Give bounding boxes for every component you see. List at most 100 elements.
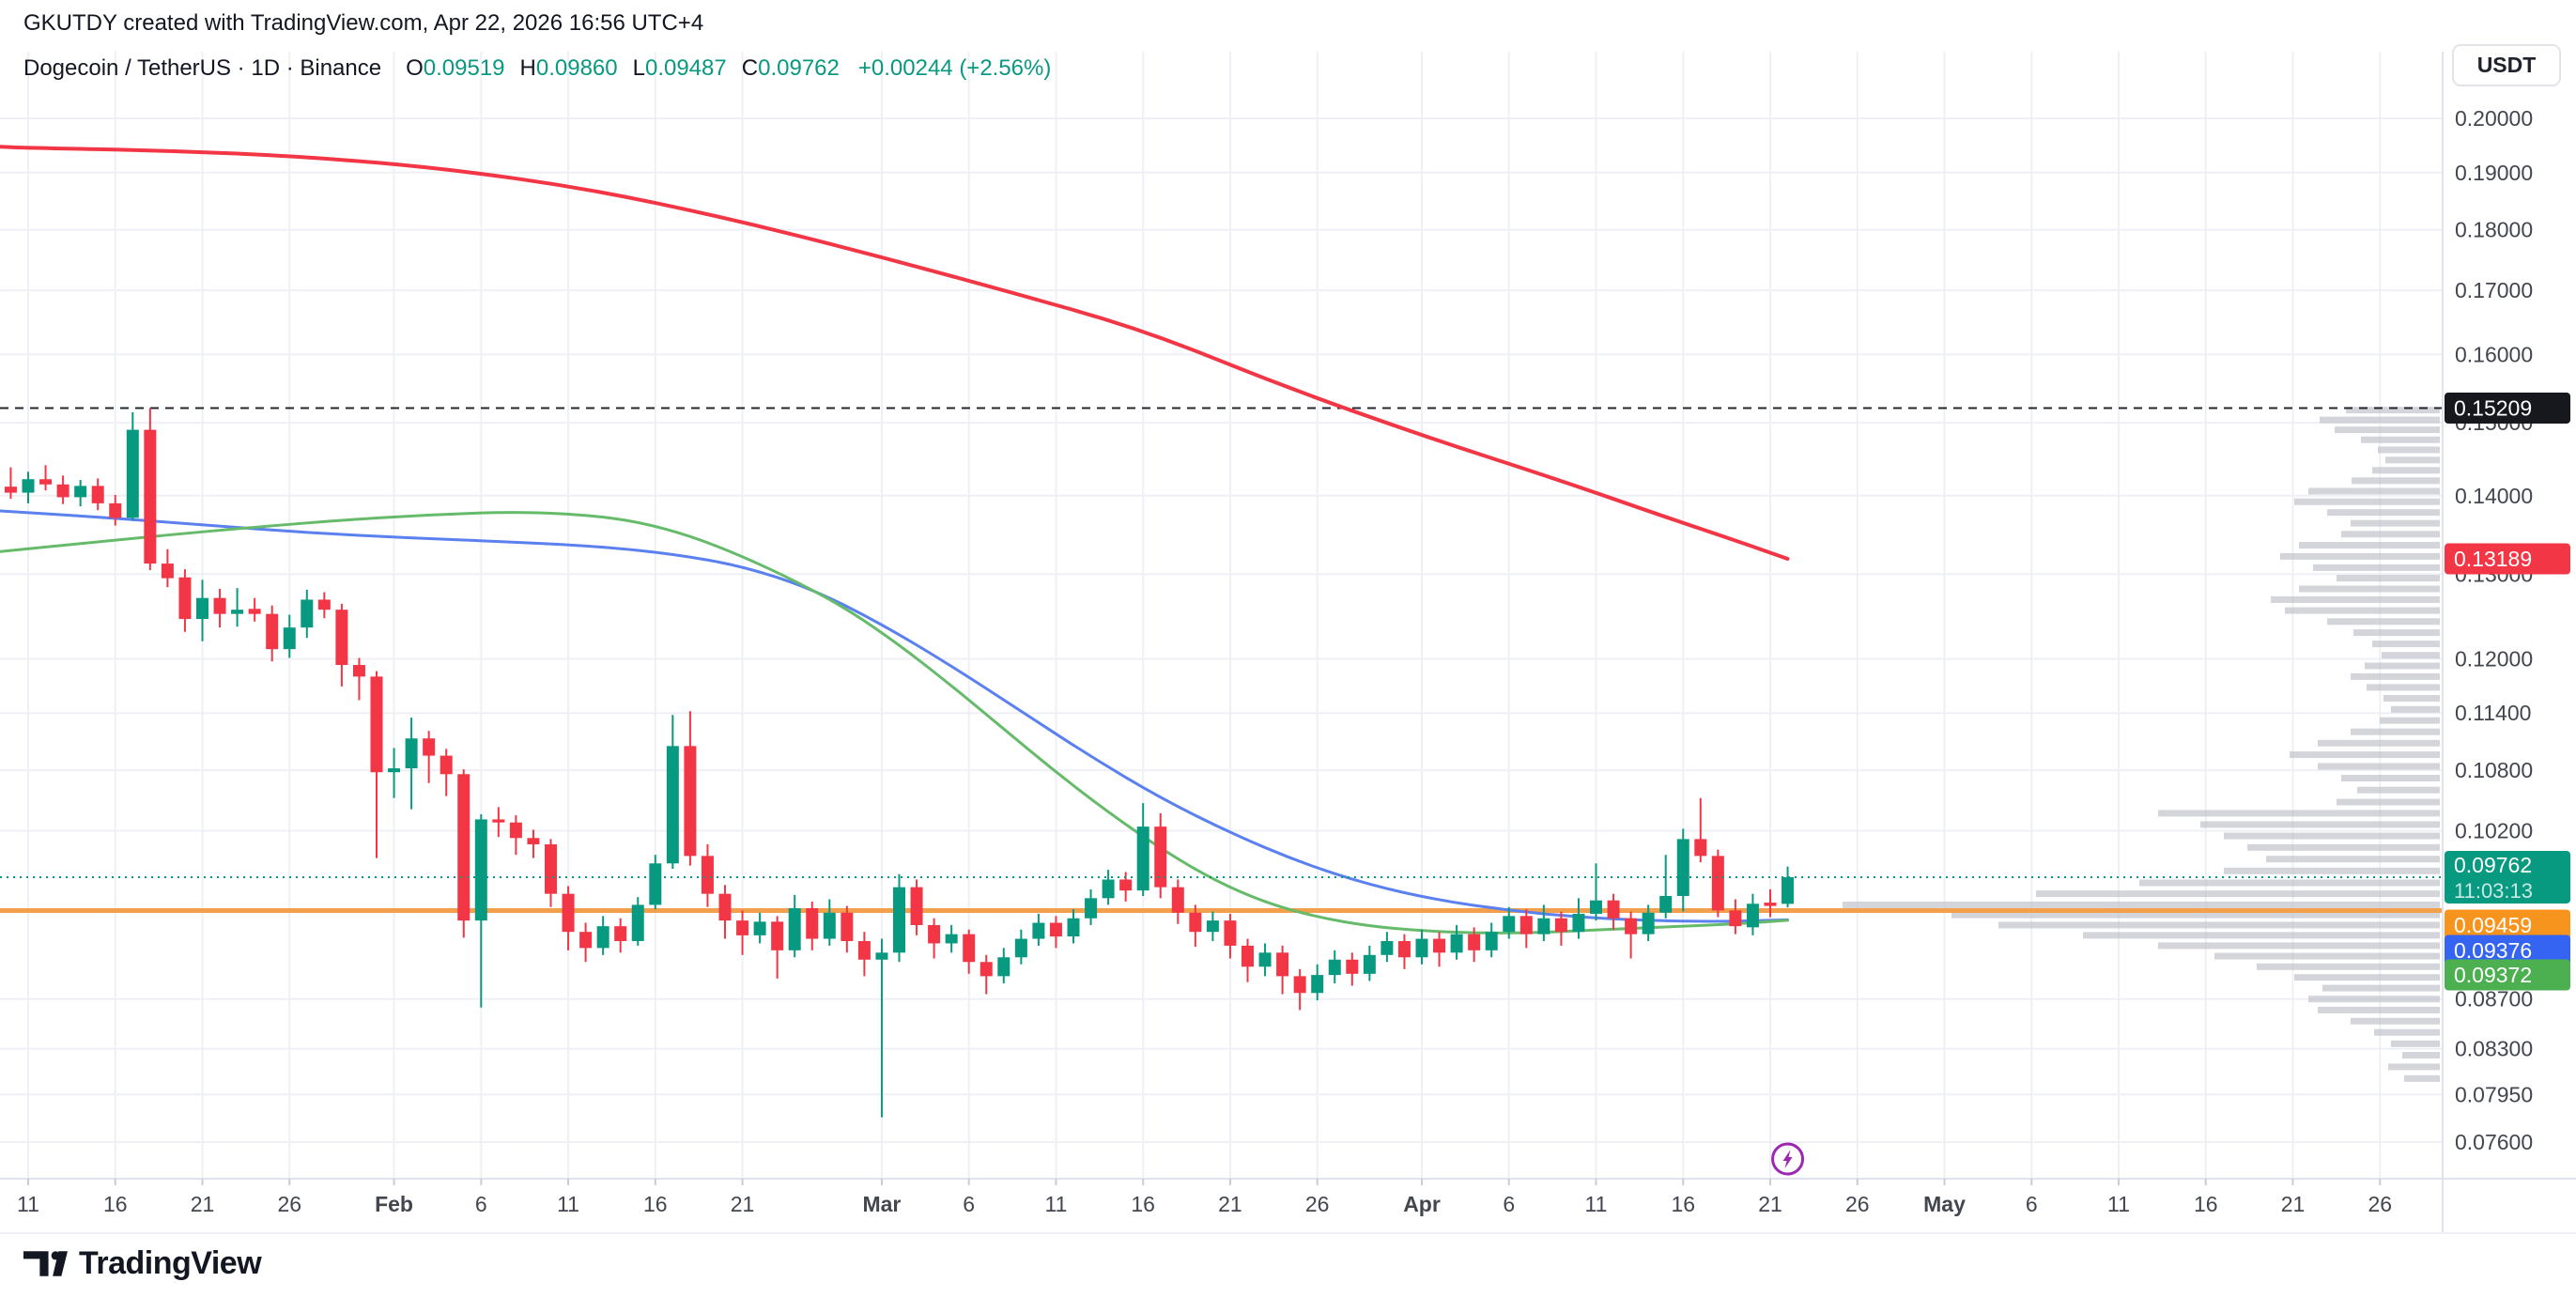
- candle-body: [1206, 920, 1219, 933]
- time-label-day: 21: [1758, 1192, 1782, 1216]
- volume-profile-bar: [2391, 705, 2440, 713]
- price-tick-label: 0.07600: [2455, 1130, 2533, 1154]
- time-label-month: May: [1923, 1192, 1966, 1216]
- time-label-day: 16: [643, 1192, 668, 1216]
- candle-body: [74, 486, 87, 498]
- volume-profile-bar: [2391, 1040, 2440, 1047]
- price-badge-value: 0.09762: [2454, 853, 2532, 877]
- candle-body: [266, 613, 279, 650]
- change-value: +0.00244 (+2.56%): [857, 55, 1052, 81]
- candle-body: [1171, 887, 1184, 913]
- price-badge-value: 0.09459: [2454, 913, 2532, 937]
- time-label-day: 16: [2194, 1192, 2218, 1216]
- volume-profile-bar: [2374, 1028, 2440, 1036]
- time-label-day: 6: [475, 1192, 487, 1216]
- volume-profile-bar: [2294, 498, 2440, 505]
- attribution-text: GKUTDY created with TradingView.com, Apr…: [23, 10, 704, 36]
- candle-body: [388, 768, 401, 773]
- price-tick-label: 0.18000: [2455, 218, 2533, 242]
- volume-profile-bar: [2266, 856, 2440, 863]
- low-label: L: [632, 55, 645, 81]
- candle-body: [1468, 934, 1481, 950]
- price-badge: 0.09372: [2445, 959, 2570, 991]
- volume-profile-bar: [2341, 531, 2440, 538]
- volume-profile-bar: [2083, 932, 2440, 939]
- currency-button[interactable]: USDT: [2452, 44, 2561, 86]
- candle-body: [788, 907, 801, 950]
- volume-profile-bar: [2402, 1052, 2440, 1059]
- price-badge-bg: [2445, 392, 2570, 424]
- volume-profile-bar: [2352, 477, 2440, 485]
- time-axis[interactable]: 11 16 21 26 Feb 6 11 16 21 Mar 6 11 16 21 26 Apr 6 11 16 21…: [17, 1179, 2392, 1216]
- time-label-day: 16: [103, 1192, 128, 1216]
- volume-profile-bar: [2158, 810, 2440, 817]
- candle-body: [1381, 940, 1394, 955]
- volume-profile-bar: [2372, 467, 2440, 474]
- volume-profile-bar: [2382, 652, 2440, 659]
- time-label-day: 6: [1503, 1192, 1515, 1216]
- candle-body: [1067, 918, 1080, 937]
- candle-body: [1311, 975, 1324, 994]
- time-label-day: 16: [1671, 1192, 1695, 1216]
- volume-profile-bar: [2322, 984, 2440, 992]
- volume-profile-bar: [2346, 407, 2440, 414]
- volume-profile-bar: [2341, 775, 2440, 782]
- price-axis[interactable]: 0.200000.190000.180000.170000.160000.150…: [2455, 106, 2533, 1154]
- candle-body: [562, 893, 575, 933]
- ma-slow-red-line: [0, 145, 1790, 562]
- candle-body: [910, 887, 923, 925]
- price-tick-label: 0.14000: [2455, 484, 2533, 508]
- price-badge-bg: [2445, 935, 2570, 966]
- candle-body: [963, 934, 976, 963]
- volume-profile-bar: [2299, 585, 2440, 593]
- volume-profile-bar: [2351, 519, 2440, 527]
- candle-body: [405, 738, 418, 769]
- time-label-day: 26: [1305, 1192, 1330, 1216]
- tradingview-logo[interactable]: TradingView: [23, 1245, 262, 1282]
- candle-body: [1085, 898, 1098, 919]
- candle-body: [22, 479, 35, 493]
- candle-body: [509, 822, 522, 839]
- volume-profile-bar: [2327, 509, 2440, 517]
- time-label-month: Apr: [1403, 1192, 1441, 1216]
- close-label: C: [741, 55, 759, 81]
- candle-body: [1258, 952, 1272, 967]
- volume-profile-bar: [2361, 436, 2440, 443]
- time-label-day: 26: [1845, 1192, 1870, 1216]
- volume-profile-bar: [2285, 607, 2440, 614]
- candle-body: [39, 479, 53, 485]
- price-badge: 0.13189: [2445, 543, 2570, 575]
- candle-body: [1642, 912, 1655, 935]
- candle-body: [1328, 959, 1341, 976]
- candle-body: [1397, 940, 1411, 958]
- price-tick-label: 0.08300: [2455, 1037, 2533, 1061]
- candle-body: [736, 920, 749, 935]
- time-label-day: 21: [1218, 1192, 1242, 1216]
- candle-body: [1607, 900, 1620, 919]
- chart-legend: Dogecoin / TetherUS · 1D · Binance O0.09…: [23, 54, 1051, 83]
- series-title: Dogecoin / TetherUS · 1D · Binance: [23, 55, 382, 81]
- volume-profile-bar: [1843, 901, 2440, 908]
- price-badge: 0.15209: [2445, 392, 2570, 424]
- price-tick-label: 0.07950: [2455, 1082, 2533, 1106]
- candle-body: [352, 665, 365, 677]
- candle-body: [631, 904, 644, 941]
- time-label-day: 21: [2281, 1192, 2306, 1216]
- candle-body: [144, 429, 157, 564]
- time-label-day: 16: [1131, 1192, 1155, 1216]
- candle-body: [701, 856, 714, 894]
- candle-body: [579, 932, 593, 949]
- candle-body: [1572, 913, 1585, 933]
- volume-profile-bar: [2313, 564, 2440, 571]
- time-label-day: 26: [2368, 1192, 2392, 1216]
- candle-body: [1729, 910, 1742, 927]
- price-badge-value: 0.15209: [2454, 395, 2532, 420]
- horizontal-lines[interactable]: [0, 407, 2443, 913]
- candle-body: [1293, 976, 1306, 994]
- tradingview-logo-text: TradingView: [79, 1245, 262, 1281]
- candle-body: [596, 926, 609, 949]
- lightning-marker-button[interactable]: [1771, 1142, 1805, 1176]
- candle-body: [997, 957, 1010, 977]
- time-label-day: 21: [731, 1192, 755, 1216]
